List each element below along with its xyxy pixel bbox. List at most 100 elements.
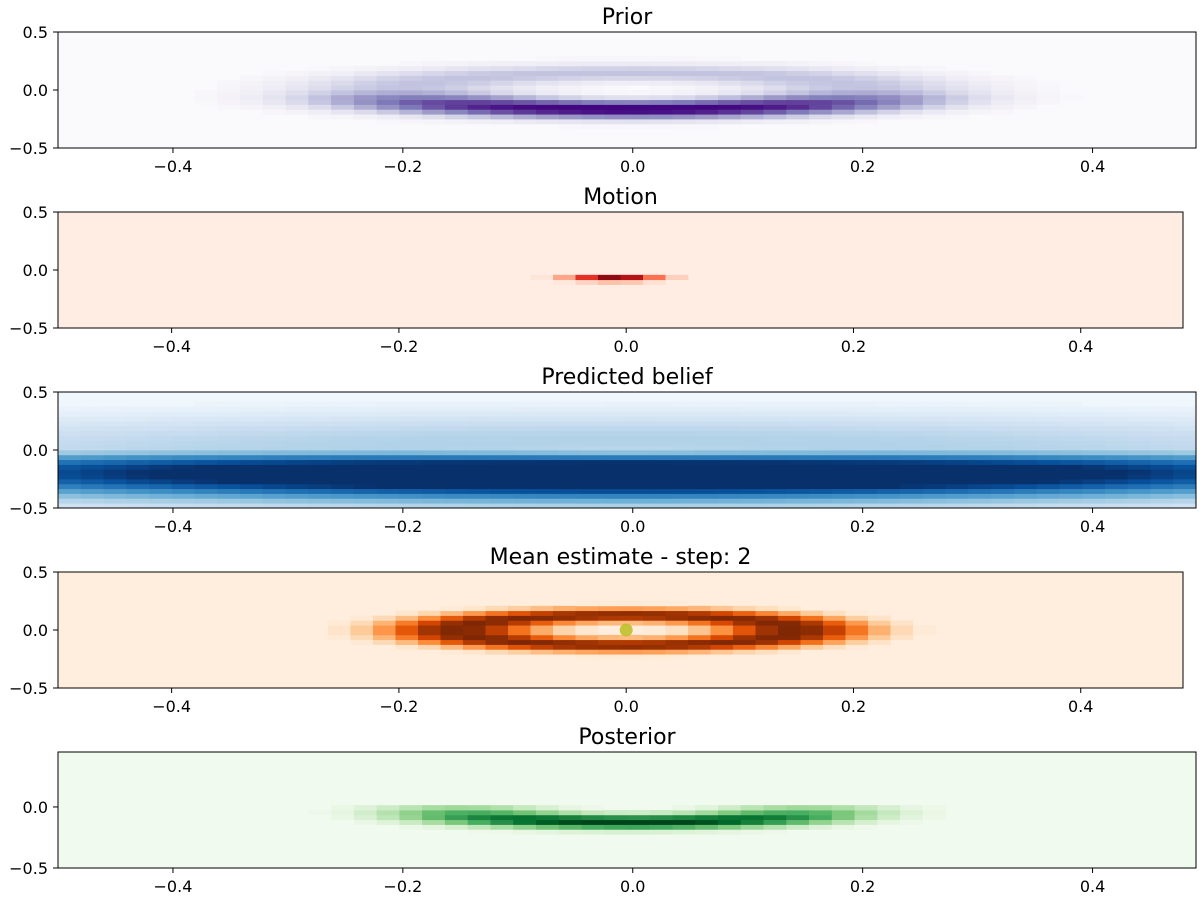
heatmap-cell — [1013, 425, 1038, 432]
heatmap-cell — [1127, 440, 1151, 446]
heatmap-cell — [809, 406, 833, 412]
heatmap-cell — [1104, 450, 1129, 456]
heatmap-cell — [530, 649, 554, 655]
heatmap-cell — [467, 469, 491, 475]
heatmap-cell — [553, 615, 576, 621]
heatmap-cell — [535, 104, 560, 110]
heatmap-cell — [103, 416, 127, 422]
heatmap-cell — [627, 421, 651, 427]
heatmap-cell — [399, 435, 423, 441]
y-tick-label: 0.5 — [23, 383, 48, 402]
heatmap-cell — [695, 421, 719, 427]
heatmap-cell — [755, 634, 779, 641]
heatmap-cell — [809, 824, 833, 830]
heatmap-cell — [581, 119, 605, 125]
heatmap-cell — [877, 70, 901, 76]
heatmap-cells — [530, 274, 689, 285]
heatmap-cell — [422, 75, 446, 81]
heatmap-cell — [968, 99, 992, 105]
heatmap-cell — [627, 445, 651, 451]
heatmap-cell — [422, 99, 446, 105]
heatmap-cell — [1059, 406, 1083, 412]
heatmap-cell — [665, 654, 689, 660]
heatmap-cell — [718, 94, 742, 101]
heatmap-cell — [831, 498, 855, 504]
heatmap-cell — [376, 440, 400, 446]
heatmap-cell — [649, 488, 673, 494]
heatmap-cell — [331, 109, 355, 115]
heatmap-cell — [672, 61, 696, 67]
heatmap-cell — [786, 90, 810, 96]
heatmap-cell — [217, 469, 241, 475]
heatmap-cell — [627, 493, 651, 499]
heatmap-cell — [1013, 498, 1038, 504]
heatmap-cell — [194, 430, 218, 436]
heatmap-cell — [285, 483, 309, 490]
heatmap-cell — [945, 114, 969, 120]
heatmap-cell — [854, 421, 878, 427]
heatmap-cell — [422, 425, 446, 432]
heatmap-cell — [877, 488, 901, 494]
heatmap-cell — [126, 469, 150, 475]
heatmap-cell — [217, 479, 241, 485]
heatmap-cell — [581, 474, 605, 480]
heatmap-cell — [80, 406, 104, 412]
heatmap-cell — [649, 94, 673, 101]
heatmap-cell — [490, 488, 514, 494]
heatmap-cell — [535, 503, 560, 509]
heatmap-cell — [854, 450, 878, 456]
heatmap-cell — [922, 85, 947, 91]
heatmap-cell — [353, 411, 378, 417]
heatmap-cell — [535, 445, 560, 451]
heatmap-cell — [740, 474, 764, 480]
heatmap-cell — [740, 401, 764, 407]
heatmap-cell — [240, 459, 264, 465]
heatmap-cell — [240, 416, 264, 422]
heatmap-cell — [718, 805, 742, 811]
heatmap-cell — [490, 401, 514, 407]
heatmap-cell — [285, 464, 309, 470]
chart-title: Prior — [602, 5, 653, 30]
heatmap-cell — [809, 114, 833, 120]
heatmap-cell — [1036, 493, 1060, 499]
heatmap-cell — [718, 450, 742, 456]
heatmap-cell — [467, 445, 491, 451]
heatmap-cell — [350, 625, 374, 631]
heatmap-cell — [467, 425, 491, 432]
heatmap-cell — [786, 411, 810, 417]
heatmap-cell — [353, 459, 378, 465]
heatmap-cell — [900, 99, 924, 105]
heatmap-cell — [1082, 450, 1106, 456]
heatmap-cell — [149, 411, 173, 417]
heatmap-cell — [485, 625, 509, 631]
heatmap-cell — [463, 639, 486, 645]
heatmap-cell — [1013, 94, 1038, 101]
heatmap-cell — [1104, 435, 1129, 441]
heatmap-cell — [490, 819, 514, 825]
heatmap-cell — [877, 425, 901, 432]
heatmap-cell — [422, 411, 446, 417]
heatmap-cell — [809, 445, 833, 451]
heatmap-cell — [444, 70, 469, 76]
heatmap-cell — [440, 639, 464, 645]
heatmap-cell — [831, 65, 855, 72]
heatmap-cell — [945, 459, 969, 465]
heatmap-cell — [490, 814, 514, 821]
heatmap-cell — [763, 61, 787, 67]
heatmap-cell — [665, 605, 689, 612]
heatmap-cell — [331, 488, 355, 494]
heatmap-cell — [900, 70, 924, 76]
heatmap-cell — [444, 99, 469, 105]
y-tick-label: 0.0 — [23, 798, 48, 817]
heatmap-cell — [718, 75, 742, 81]
heatmap-cell — [1059, 488, 1083, 494]
heatmap-cell — [672, 109, 696, 115]
heatmap-cell — [877, 469, 901, 475]
heatmap-cell — [285, 75, 309, 81]
heatmap-cell — [535, 483, 560, 490]
heatmap-cell — [649, 75, 673, 81]
heatmap-cell — [922, 90, 947, 96]
heatmap-cell — [513, 819, 537, 825]
heatmap-cell — [513, 425, 537, 432]
heatmap-cell — [376, 479, 400, 485]
